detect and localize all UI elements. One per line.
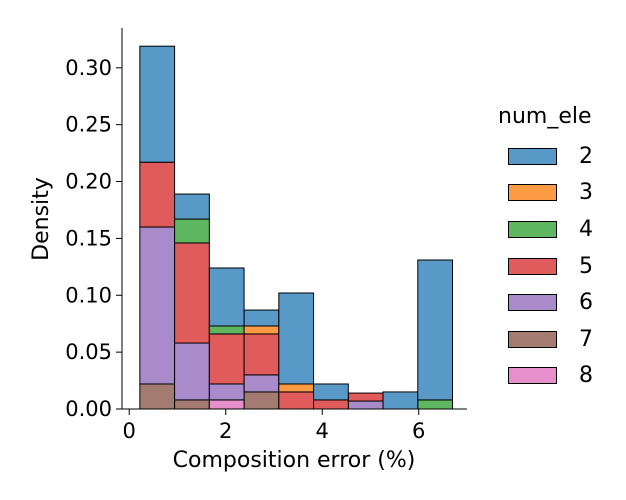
legend-item-4: 4 xyxy=(508,211,618,248)
bar-segment-7-bin-3 xyxy=(243,391,280,410)
bar-segment-6-bin-6 xyxy=(347,400,384,410)
y-tick-label: 0.00 xyxy=(65,397,112,421)
legend-label: 7 xyxy=(579,326,593,352)
legend-title: num_ele xyxy=(498,104,592,129)
bar-segment-5-bin-2 xyxy=(208,333,245,385)
bar-segment-6-bin-1 xyxy=(174,342,210,401)
bar-segment-5-bin-1 xyxy=(174,242,210,344)
legend-label: 6 xyxy=(579,290,593,316)
bar-segment-7-bin-0 xyxy=(139,383,176,410)
bar-segment-2-bin-0 xyxy=(139,45,176,163)
bar-segment-6-bin-2 xyxy=(208,383,245,401)
legend-label: 8 xyxy=(579,363,593,389)
bars-layer xyxy=(139,45,454,410)
bar-segment-2-bin-3 xyxy=(243,309,280,327)
legend-label: 4 xyxy=(579,216,593,242)
bar-segment-2-bin-5 xyxy=(313,383,349,401)
bar-segment-2-bin-8 xyxy=(417,259,454,401)
bar-segment-2-bin-4 xyxy=(278,292,315,385)
x-tick-label: 2 xyxy=(219,419,232,443)
y-tick-label: 0.15 xyxy=(65,226,112,250)
bar-segment-7-bin-1 xyxy=(174,399,210,410)
legend-item-5: 5 xyxy=(508,248,618,285)
legend-swatch xyxy=(508,294,557,312)
x-tick-label: 0 xyxy=(123,419,136,443)
y-tick-label: 0.05 xyxy=(65,340,112,364)
bar-segment-5-bin-4 xyxy=(278,391,315,410)
bar-segment-5-bin-3 xyxy=(243,333,280,376)
bar-segment-4-bin-8 xyxy=(417,399,454,410)
bar-segment-8-bin-2 xyxy=(208,399,245,410)
bar-segment-5-bin-5 xyxy=(313,399,349,410)
bar-segment-6-bin-3 xyxy=(243,374,280,393)
bar-segment-6-bin-0 xyxy=(139,226,176,385)
legend: num_ele 2 3 4 5 6 7 8 xyxy=(488,104,618,394)
legend-item-6: 6 xyxy=(508,284,618,321)
legend-swatch xyxy=(508,220,557,238)
bar-segment-3-bin-4 xyxy=(278,383,315,393)
legend-swatch xyxy=(508,367,557,385)
legend-item-7: 7 xyxy=(508,321,618,358)
x-tick-label: 6 xyxy=(412,419,425,443)
x-ticks: 0 2 4 6 xyxy=(123,409,425,443)
legend-items: 2 3 4 5 6 7 8 xyxy=(488,138,618,394)
x-tick-label: 4 xyxy=(316,419,329,443)
legend-item-3: 3 xyxy=(508,175,618,212)
bar-segment-2-bin-7 xyxy=(382,391,419,410)
bar-segment-3-bin-3 xyxy=(243,325,280,335)
legend-swatch xyxy=(508,184,557,202)
y-tick-label: 0.20 xyxy=(65,170,112,194)
legend-swatch xyxy=(508,147,557,165)
bar-segment-2-bin-1 xyxy=(174,193,210,220)
y-axis-label: Density xyxy=(29,177,54,261)
legend-swatch xyxy=(508,330,557,348)
y-tick-label: 0.10 xyxy=(65,283,112,307)
x-axis-label: Composition error (%) xyxy=(173,448,416,473)
legend-label: 5 xyxy=(579,253,593,279)
bar-segment-4-bin-2 xyxy=(208,325,245,335)
y-tick-label: 0.25 xyxy=(65,113,112,137)
y-ticks: 0.00 0.05 0.10 0.15 0.20 0.25 0.30 xyxy=(65,56,122,421)
bar-segment-4-bin-1 xyxy=(174,218,210,244)
bar-segment-5-bin-0 xyxy=(139,161,176,228)
y-tick-label: 0.30 xyxy=(65,56,112,80)
legend-item-2: 2 xyxy=(508,138,618,175)
legend-item-8: 8 xyxy=(508,358,618,395)
legend-swatch xyxy=(508,257,557,275)
legend-label: 2 xyxy=(579,143,593,169)
legend-label: 3 xyxy=(579,180,593,206)
bar-segment-5-bin-6 xyxy=(347,392,384,402)
bar-segment-2-bin-2 xyxy=(208,267,245,327)
